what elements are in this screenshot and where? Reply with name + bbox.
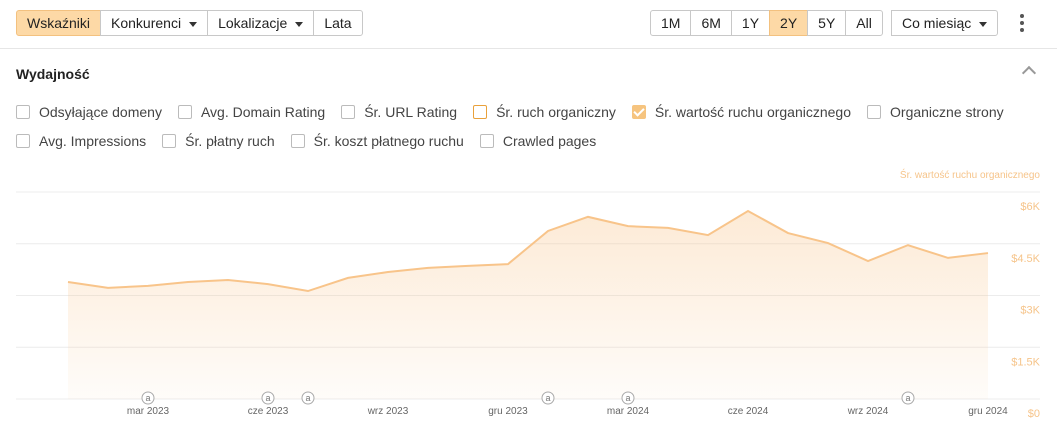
checkbox-box [162,134,177,148]
annotation-text: a [145,393,150,403]
collapse-toggle[interactable] [1021,65,1037,81]
metric-checkbox[interactable]: Avg. Domain Rating [177,104,326,120]
range-button[interactable]: 1Y [730,10,771,36]
area [68,210,988,399]
metric-checkbox[interactable]: Organiczne strony [867,104,1004,120]
checkbox-box [473,105,488,119]
annotation-marker [541,391,555,405]
annotation-text: a [625,393,630,403]
metric-label: Avg. Domain Rating [200,104,326,120]
line [67,209,989,293]
metric-row: Avg. Impressions Śr. płatny ruch Śr. koszt… [16,133,612,149]
range-label: 1M [661,15,681,31]
checkbox-box [290,134,305,148]
metric-label: Śr. płatny ruch [185,133,275,149]
axis-title: Śr. wartość ruchu organicznego [900,168,1041,181]
annotation-marker [261,391,275,405]
annotation-marker [621,391,635,405]
range-label: 1Y [741,15,760,31]
annotation-text: a [545,393,550,403]
y2-tick-label: $6K [1020,201,1040,213]
checkbox-box [867,105,882,119]
metric-checkbox[interactable]: Śr. wartość ruchu organicznego [631,104,852,120]
range-button[interactable]: 5Y [807,10,847,36]
dropdown-caret [295,21,304,27]
annotation-text: a [305,393,310,403]
interval-group: Co miesiąc [891,10,999,36]
metric-checkbox[interactable]: Śr. URL Rating [341,104,457,120]
dropdown-caret [189,21,198,27]
y2-tick-label: $4.5K [1011,253,1040,265]
y2-tick-label: $0 [1028,408,1040,420]
metric-checkbox[interactable]: Śr. ruch organiczny [473,104,616,120]
tab-button[interactable]: Konkurenci [100,10,209,36]
metric-checkbox[interactable]: Crawled pages [479,133,597,149]
interval-label: Co miesiąc [902,15,972,31]
metric-row: Odsyłające domeny Avg. Domain Rating Śr. U… [16,104,1020,120]
metric-label: Śr. wartość ruchu organicznego [654,104,852,120]
metric-checkbox[interactable]: Odsyłające domeny [16,104,162,120]
range-label: 2Y [780,15,798,31]
more-menu[interactable] [1014,12,1030,34]
annotation-marker [141,391,155,405]
metric-label: Odsyłające domeny [39,104,162,120]
range-label: 5Y [818,15,836,31]
interval-dropdown[interactable]: Co miesiąc [891,10,999,36]
tab-group: Wskaźniki Konkurenci Lokalizacje Lata [16,10,363,36]
tab-button[interactable]: Lokalizacje [207,10,315,36]
tab-button[interactable]: Wskaźniki [16,10,102,36]
x-tick-label: cze 2024 [728,406,769,417]
metric-checkbox[interactable]: Śr. płatny ruch [162,133,275,149]
x-tick-label: wrz 2023 [367,406,409,417]
tab-button[interactable]: Lata [313,10,363,36]
metric-label: Organiczne strony [890,104,1004,120]
tab-label: Wskaźniki [27,15,91,31]
range-button[interactable]: 2Y [769,10,809,36]
x-tick-label: wrz 2024 [847,406,889,417]
dropdown-caret [979,21,988,27]
checkbox-box [341,105,356,119]
range-button[interactable]: 6M [690,10,732,36]
x-tick-label: cze 2023 [248,406,289,417]
tab-label: Lata [324,15,352,31]
annotation-marker [301,391,315,405]
metric-label: Śr. URL Rating [364,104,458,120]
chart: $0 $1.5K $3K $4.5K $6K Śr. wartość ruchu orga… [16,168,1041,420]
tab-label: Lokalizacje [218,15,288,31]
metric-label: Śr. ruch organiczny [496,104,616,120]
tab-label: Konkurenci [111,15,182,31]
range-button[interactable]: 1M [650,10,692,36]
metric-label: Avg. Impressions [39,133,147,149]
annotation-text: a [265,393,270,403]
range-button[interactable]: All [845,10,883,36]
checkbox-box [16,105,30,119]
y2-tick-label: $3K [1020,305,1040,317]
x-tick-label: gru 2023 [488,406,528,417]
x-tick-label: mar 2023 [127,406,170,417]
range-label: All [856,15,872,31]
metric-label: Śr. koszt płatnego ruchu [313,133,464,149]
metric-checkbox[interactable]: Śr. koszt płatnego ruchu [290,133,464,149]
checkbox-box [631,105,646,119]
checkbox-box [16,134,30,148]
divider [0,48,1057,49]
annotation-text: a [905,393,910,403]
range-group: 1M 6M 1Y 2Y 5Y All [650,10,883,36]
range-label: 6M [701,15,721,31]
checkbox-box [479,134,494,148]
section-title: Wydajność [16,66,90,82]
y2-tick-label: $1.5K [1011,356,1040,368]
metric-checkbox[interactable]: Avg. Impressions [16,133,146,149]
metric-label: Crawled pages [502,133,597,149]
annotation-marker [901,391,915,405]
x-tick-label: gru 2024 [968,406,1008,417]
checkbox-box [177,105,192,119]
x-tick-label: mar 2024 [607,406,650,417]
